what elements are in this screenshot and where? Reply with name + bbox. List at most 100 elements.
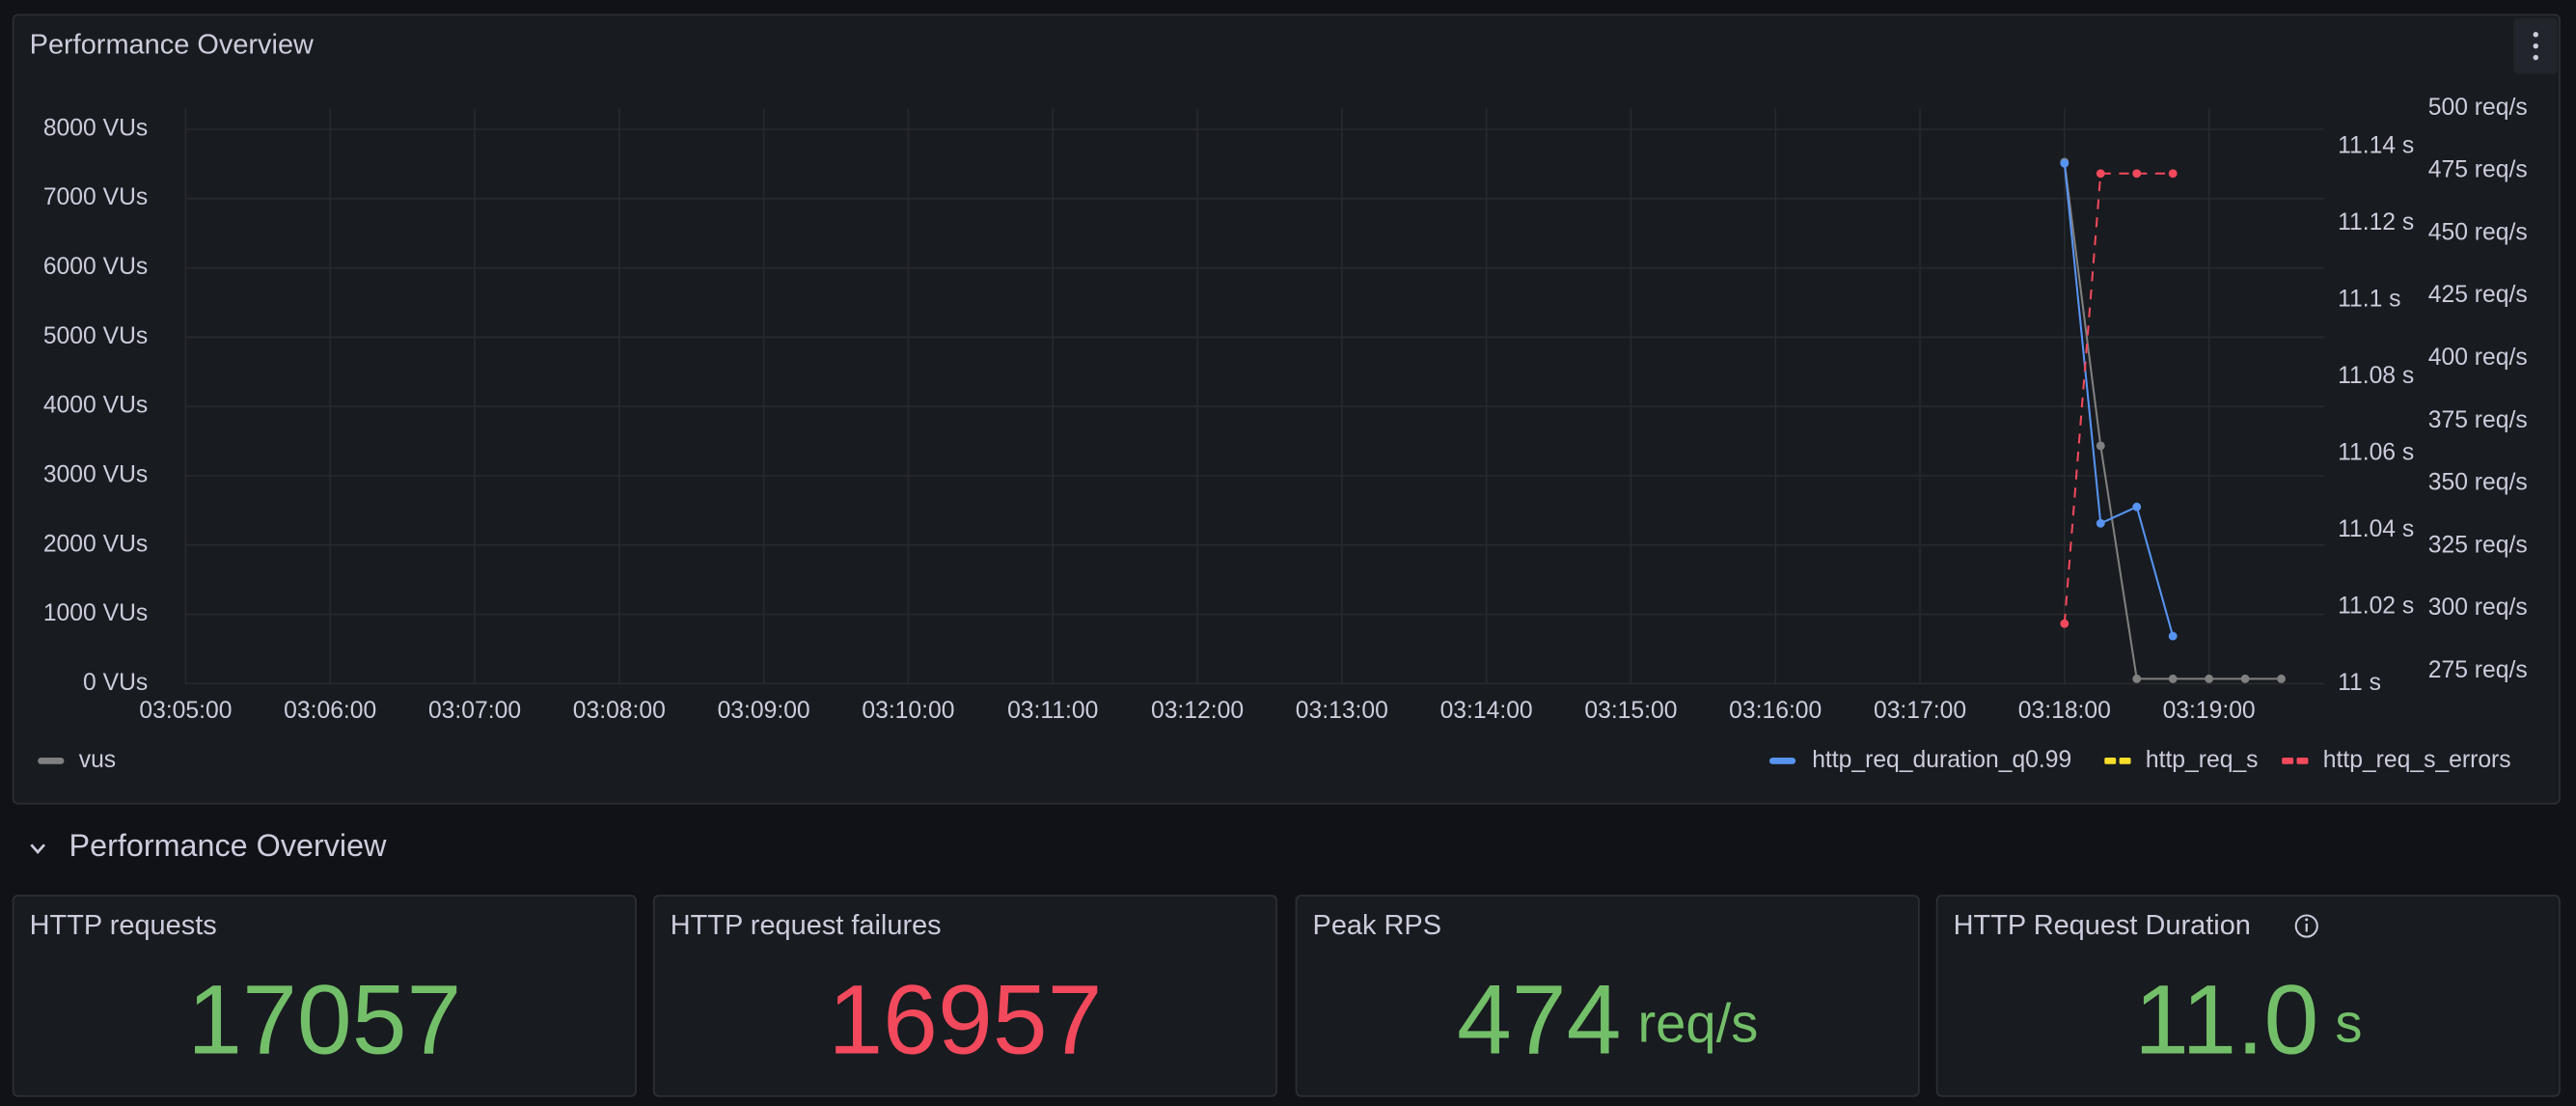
y2-tick-label: 11.14 s (2338, 133, 2414, 159)
y3-tick-label: 400 req/s (2428, 345, 2528, 371)
y3-tick-label: 450 req/s (2428, 219, 2528, 245)
y3-tick-label: 500 req/s (2428, 95, 2528, 121)
y2-tick-label: 11.08 s (2338, 363, 2414, 389)
stat-number: 11.0 (2134, 964, 2318, 1074)
stat-unit: s (2335, 992, 2362, 1053)
x-tick-label: 03:15:00 (1584, 698, 1677, 724)
y-tick-label: 1000 VUs (43, 600, 148, 626)
y-tick-label: 4000 VUs (43, 393, 148, 419)
legend-swatch (2282, 757, 2294, 764)
legend-label[interactable]: http_req_s (2146, 747, 2259, 773)
stat-title: Peak RPS (1313, 910, 1442, 941)
row-chevron[interactable] (30, 843, 45, 854)
chart: 03:05:00 03:06:00 03:07:00 03:08:00 03:09:00… (38, 95, 2528, 773)
stat-title: HTTP Request Duration (1954, 910, 2251, 941)
stat-value: 474 req/s (1457, 964, 1758, 1074)
menu-dot (2533, 54, 2539, 61)
x-tick-label: 03:06:00 (284, 698, 376, 724)
y-tick-label: 6000 VUs (43, 254, 148, 280)
x-tick-label: 03:19:00 (2163, 698, 2256, 724)
legend-swatch (2119, 757, 2131, 764)
data-point (2277, 674, 2286, 683)
y2-tick-label: 11.1 s (2338, 287, 2400, 313)
y2-tick-label: 11 s (2338, 670, 2381, 696)
x-tick-label: 03:08:00 (573, 698, 666, 724)
data-point (2096, 518, 2105, 528)
x-tick-label: 03:05:00 (139, 698, 232, 724)
legend-swatch (2104, 757, 2117, 764)
legend-label[interactable]: vus (79, 747, 116, 773)
x-tick-label: 03:11:00 (1007, 698, 1098, 724)
data-point (2132, 502, 2142, 512)
info-icon[interactable] (2294, 914, 2318, 938)
y-tick-label: 2000 VUs (43, 531, 148, 557)
legend-label[interactable]: http_req_s_errors (2323, 747, 2511, 773)
menu-dot (2533, 32, 2539, 38)
y-tick-label: 5000 VUs (43, 323, 148, 349)
x-tick-label: 03:09:00 (718, 698, 810, 724)
y-tick-label: 7000 VUs (43, 184, 148, 210)
info-circle[interactable] (2294, 914, 2318, 938)
data-point (2132, 169, 2142, 179)
y-tick-label: 0 VUs (83, 670, 148, 696)
x-tick-label: 03:16:00 (1729, 698, 1822, 724)
panel-title: Performance Overview (30, 29, 314, 60)
y2-tick-label: 11.12 s (2338, 209, 2414, 235)
stat-unit: req/s (1637, 992, 1758, 1053)
legend-swatch (2296, 757, 2309, 764)
data-point (2168, 169, 2178, 179)
x-tick-label: 03:17:00 (1874, 698, 1966, 724)
y3-tick-label: 425 req/s (2428, 282, 2528, 308)
data-point (2168, 631, 2178, 641)
y2-tick-label: 11.06 s (2338, 439, 2414, 465)
info-dot (2305, 918, 2309, 922)
y-tick-label: 8000 VUs (43, 115, 148, 141)
data-point (2096, 441, 2105, 451)
stat-number: 474 (1457, 964, 1621, 1074)
stat-value: 11.0 s (2134, 964, 2362, 1074)
stat-number: 16957 (828, 964, 1102, 1074)
x-tick-label: 03:12:00 (1151, 698, 1244, 724)
legend-swatch (38, 757, 65, 764)
data-point (2240, 674, 2250, 683)
data-point (2168, 674, 2178, 683)
menu-dot (2533, 42, 2539, 49)
stat-title: HTTP request failures (671, 910, 942, 941)
legend-swatch (1768, 757, 1796, 764)
y3-tick-label: 350 req/s (2428, 470, 2528, 496)
x-tick-label: 03:14:00 (1440, 698, 1533, 724)
y3-tick-label: 275 req/s (2428, 657, 2528, 683)
stat-value: 17057 (187, 964, 461, 1074)
x-tick-label: 03:18:00 (2018, 698, 2111, 724)
series-line (2063, 172, 2174, 624)
data-point (2132, 674, 2142, 683)
stat-panels: HTTP requests 17057 HTTP request failures 1… (12, 895, 2561, 1097)
stat-panel (12, 895, 637, 1097)
row-header[interactable]: Performance Overview (30, 828, 388, 863)
x-tick-label: 03:07:00 (428, 698, 521, 724)
stat-panel (1935, 895, 2561, 1097)
stat-number: 17057 (187, 964, 461, 1074)
y3-tick-label: 375 req/s (2428, 407, 2528, 433)
series-line (2063, 163, 2175, 637)
stat-panel (652, 895, 1277, 1097)
stat-value: 16957 (828, 964, 1102, 1074)
x-tick-label: 03:10:00 (862, 698, 954, 724)
y2-tick-label: 11.02 s (2338, 593, 2414, 619)
data-point (2060, 158, 2069, 168)
row-title[interactable]: Performance Overview (69, 828, 388, 863)
data-point (2205, 674, 2214, 683)
legend-label[interactable]: http_req_duration_q0.99 (1812, 747, 2071, 773)
panel-menu-button[interactable] (2513, 17, 2559, 74)
timeseries-panel (12, 14, 2561, 805)
y2-tick-label: 11.04 s (2338, 516, 2414, 542)
y3-tick-label: 325 req/s (2428, 532, 2528, 558)
data-point (2096, 169, 2105, 179)
data-point (2060, 619, 2069, 628)
y3-tick-label: 475 req/s (2428, 157, 2528, 183)
x-tick-label: 03:13:00 (1296, 698, 1388, 724)
stat-panel (1295, 895, 1920, 1097)
y-tick-label: 3000 VUs (43, 461, 148, 487)
stat-title: HTTP requests (30, 910, 217, 941)
